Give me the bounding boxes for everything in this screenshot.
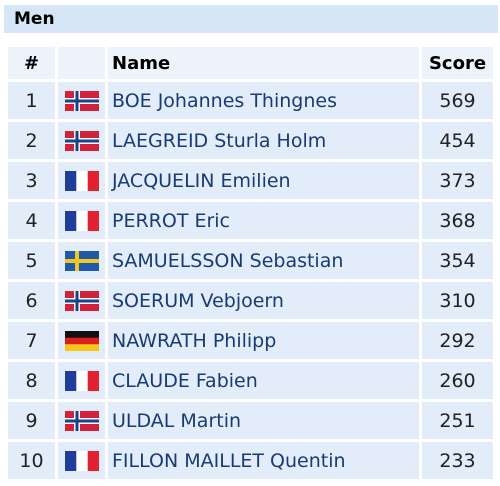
flag-icon	[64, 451, 99, 471]
rank: 9	[8, 402, 55, 439]
table-row: 10 FILLON MAILLET Quentin 233	[8, 442, 493, 479]
rank: 10	[8, 442, 55, 479]
flag-cell	[58, 442, 105, 479]
section-header: Men	[4, 5, 498, 33]
score: 310	[422, 282, 493, 319]
athlete-name: LAEGREID Sturla Holm	[108, 122, 419, 159]
score: 569	[422, 82, 493, 119]
flag-cell	[58, 82, 105, 119]
flag-icon	[64, 411, 99, 431]
table-row: 5 SAMUELSSON Sebastian 354	[8, 242, 493, 279]
table-row: 1 BOE Johannes Thingnes 569	[8, 82, 493, 119]
athlete-name: CLAUDE Fabien	[108, 362, 419, 399]
rank: 3	[8, 162, 55, 199]
flag-cell	[58, 322, 105, 359]
flag-cell	[58, 162, 105, 199]
score: 292	[422, 322, 493, 359]
flag-cell	[58, 282, 105, 319]
section-title: Men	[14, 9, 55, 29]
table-row: 7 NAWRATH Philipp 292	[8, 322, 493, 359]
flag-icon	[64, 211, 99, 231]
score: 373	[422, 162, 493, 199]
table-row: 4 PERROT Eric 368	[8, 202, 493, 239]
table-row: 6 SOERUM Vebjoern 310	[8, 282, 493, 319]
table-row: 3 JACQUELIN Emilien 373	[8, 162, 493, 199]
athlete-name: NAWRATH Philipp	[108, 322, 419, 359]
score: 251	[422, 402, 493, 439]
flag-icon	[64, 251, 99, 271]
rank: 1	[8, 82, 55, 119]
table-body: 1 BOE Johannes Thingnes 569 2 LAEGREID Sturl…	[8, 82, 493, 479]
column-header	[58, 47, 105, 79]
flag-icon	[64, 331, 99, 351]
rank: 6	[8, 282, 55, 319]
athlete-name: ULDAL Martin	[108, 402, 419, 439]
score: 233	[422, 442, 493, 479]
rank: 8	[8, 362, 55, 399]
table-row: 2 LAEGREID Sturla Holm 454	[8, 122, 493, 159]
score: 354	[422, 242, 493, 279]
column-header: #	[8, 47, 55, 79]
athlete-name: SOERUM Vebjoern	[108, 282, 419, 319]
score: 260	[422, 362, 493, 399]
athlete-name: JACQUELIN Emilien	[108, 162, 419, 199]
score: 368	[422, 202, 493, 239]
athlete-name: PERROT Eric	[108, 202, 419, 239]
rank: 7	[8, 322, 55, 359]
score: 454	[422, 122, 493, 159]
flag-cell	[58, 242, 105, 279]
flag-cell	[58, 202, 105, 239]
flag-icon	[64, 131, 99, 151]
athlete-name: SAMUELSSON Sebastian	[108, 242, 419, 279]
column-header: Name	[108, 47, 419, 79]
results-table: # Name Score 1 BOE Johannes Thingnes 569 2 L…	[5, 44, 496, 482]
rank: 5	[8, 242, 55, 279]
flag-icon	[64, 291, 99, 311]
header-row: # Name Score	[8, 47, 493, 79]
flag-cell	[58, 122, 105, 159]
table-row: 9 ULDAL Martin 251	[8, 402, 493, 439]
flag-cell	[58, 402, 105, 439]
flag-icon	[64, 91, 99, 111]
flag-cell	[58, 362, 105, 399]
athlete-name: BOE Johannes Thingnes	[108, 82, 419, 119]
rank: 2	[8, 122, 55, 159]
column-header: Score	[422, 47, 493, 79]
athlete-name: FILLON MAILLET Quentin	[108, 442, 419, 479]
flag-icon	[64, 371, 99, 391]
table-row: 8 CLAUDE Fabien 260	[8, 362, 493, 399]
flag-icon	[64, 171, 99, 191]
rank: 4	[8, 202, 55, 239]
